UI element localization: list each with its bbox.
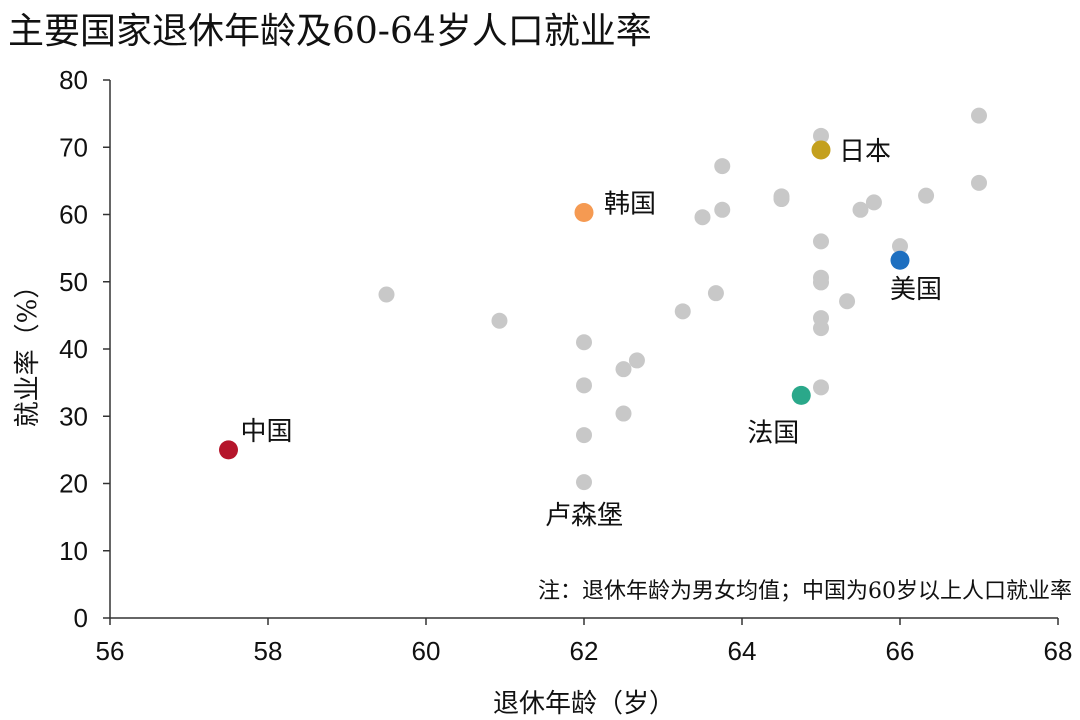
data-point — [674, 303, 691, 320]
y-axis-title: 就业率（%） — [13, 273, 43, 428]
x-tick-label: 60 — [412, 636, 441, 666]
x-tick-label: 62 — [570, 636, 599, 666]
data-point — [576, 377, 592, 394]
point-label: 卢森堡 — [545, 501, 623, 531]
data-point — [865, 194, 882, 211]
data-point — [576, 334, 592, 351]
highlight-point — [890, 250, 910, 270]
data-point — [813, 127, 829, 144]
data-point — [378, 286, 395, 303]
data-point — [839, 293, 856, 310]
y-tick-label: 30 — [59, 401, 88, 431]
chart-note: 注：退休年龄为男女均值；中国为60岁以上人口就业率 — [538, 579, 1072, 604]
highlight-label: 韩国 — [604, 189, 656, 219]
highlight-point — [219, 440, 238, 460]
x-tick-label: 58 — [254, 636, 283, 666]
data-point — [971, 107, 987, 124]
data-point — [918, 187, 935, 204]
x-tick-label: 68 — [1044, 636, 1073, 666]
highlight-label: 日本 — [839, 137, 891, 167]
data-point — [813, 233, 829, 250]
data-point — [773, 191, 790, 208]
x-tick-label: 66 — [886, 636, 915, 666]
y-tick-label: 0 — [74, 603, 88, 633]
data-point — [971, 174, 987, 191]
y-tick-label: 20 — [59, 469, 88, 499]
data-point — [714, 158, 731, 175]
y-tick-label: 60 — [59, 200, 88, 230]
y-tick-label: 40 — [59, 334, 88, 364]
data-point — [615, 361, 632, 378]
chart-title: 主要国家退休年龄及60-64岁人口就业率 — [8, 11, 652, 52]
data-point — [892, 238, 908, 255]
data-points — [378, 107, 987, 491]
data-point — [576, 474, 592, 491]
highlight-point — [811, 140, 831, 160]
highlight-label: 中国 — [241, 417, 293, 447]
data-point — [576, 427, 592, 444]
highlight-point — [574, 202, 594, 222]
highlight-label: 法国 — [747, 418, 799, 448]
highlight-point — [791, 385, 811, 405]
highlighted-points — [219, 140, 910, 460]
data-point — [714, 201, 731, 218]
y-tick-label: 70 — [59, 132, 88, 162]
y-tick-label: 50 — [59, 267, 88, 297]
data-point — [852, 201, 869, 218]
data-point — [615, 405, 632, 422]
data-point — [813, 320, 829, 337]
data-point — [628, 352, 645, 369]
y-axis-ticks: 0 10 20 30 40 50 60 70 80 — [59, 65, 110, 633]
x-axis-ticks: 56 58 60 62 64 66 68 — [96, 618, 1073, 666]
data-point — [707, 285, 724, 302]
data-point — [491, 312, 508, 329]
x-tick-label: 56 — [96, 636, 125, 666]
data-point — [813, 379, 829, 396]
data-point — [813, 274, 829, 291]
x-tick-label: 64 — [728, 636, 757, 666]
x-axis-title: 退休年龄（岁） — [493, 689, 675, 719]
data-point — [694, 209, 711, 226]
highlight-label: 美国 — [890, 275, 942, 305]
y-tick-label: 10 — [59, 536, 88, 566]
y-tick-label: 80 — [59, 65, 88, 95]
